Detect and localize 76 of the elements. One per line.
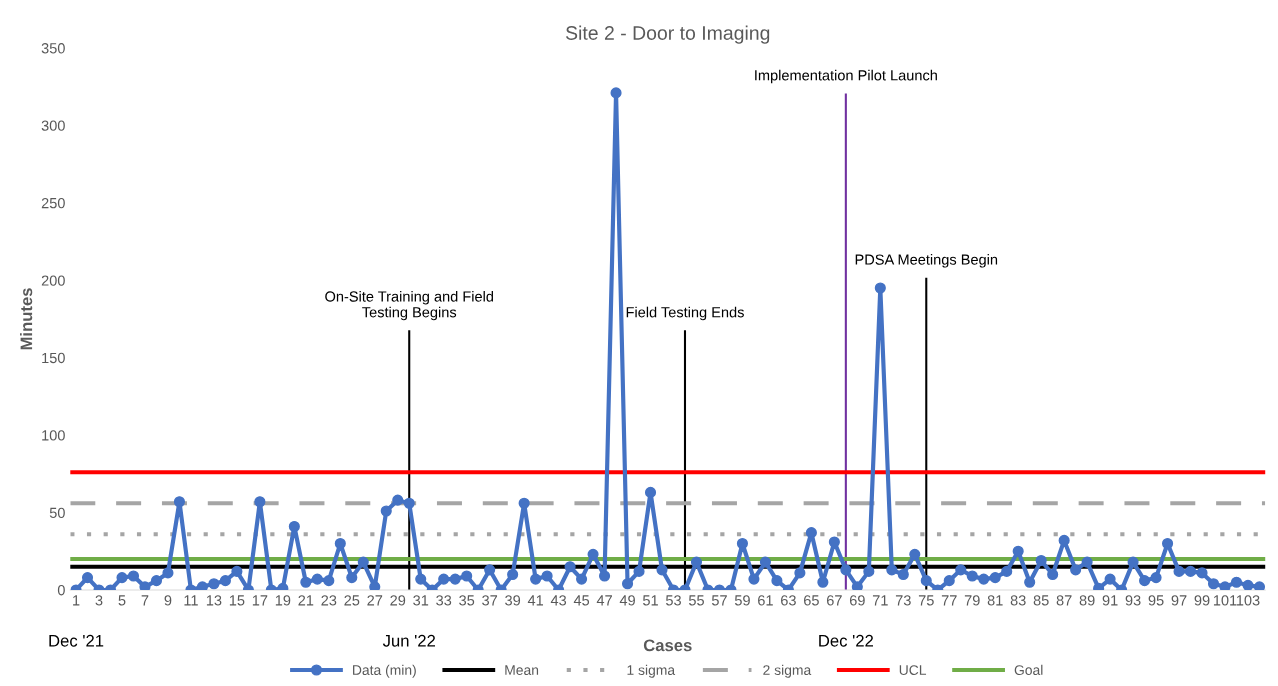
x-tick-label: 83 — [1010, 595, 1026, 606]
x-tick-label: 59 — [734, 595, 750, 606]
x-tick-label: 97 — [1171, 595, 1187, 606]
annotation: Field Testing Ends — [626, 306, 744, 321]
x-axis-title: Cases — [643, 639, 692, 652]
x-tick-label: 23 — [321, 595, 337, 606]
x-tick-label: 15 — [229, 595, 245, 606]
y-tick-label: 100 — [42, 430, 65, 441]
x-tick-label: 51 — [642, 595, 658, 606]
x-tick-label: 27 — [367, 595, 383, 606]
x-tick-label: 87 — [1056, 595, 1072, 606]
x-tick-label: 77 — [941, 595, 957, 606]
y-tick-label: 0 — [57, 585, 65, 596]
legend-label: Mean — [505, 665, 539, 675]
x-tick-label: 35 — [459, 595, 475, 606]
x-tick-label: 79 — [964, 595, 980, 606]
x-tick-label: 67 — [826, 595, 842, 606]
x-tick-label: 25 — [344, 595, 360, 606]
annotation: Implementation Pilot Launch — [755, 69, 937, 84]
x-tick-label: 1 — [73, 595, 80, 606]
x-tick-label: 31 — [413, 595, 429, 606]
x-tick-label: 71 — [872, 595, 888, 606]
annotation: On-Site Training and Field Testing Begins — [325, 290, 494, 321]
annotation: Dec '21 — [49, 634, 104, 647]
x-tick-label: 37 — [482, 595, 498, 606]
x-tick-label: 41 — [527, 595, 544, 606]
legend-label: UCL — [899, 665, 927, 675]
y-tick-label: 200 — [41, 275, 65, 286]
x-tick-label: 61 — [758, 595, 773, 606]
x-tick-label: 69 — [849, 595, 865, 606]
x-tick-label: 55 — [688, 595, 704, 606]
x-tick-label: 85 — [1033, 595, 1049, 606]
x-tick-label: 101 — [1213, 595, 1237, 606]
x-tick-label: 65 — [804, 595, 819, 606]
x-tick-label: 29 — [390, 595, 406, 606]
x-tick-label: 99 — [1194, 595, 1210, 606]
x-tick-label: 91 — [1102, 595, 1118, 606]
x-tick-label: 11 — [184, 595, 198, 606]
x-tick-label: 103 — [1236, 595, 1260, 606]
x-tick-label: 45 — [573, 595, 590, 606]
x-tick-label: 63 — [781, 595, 796, 606]
y-tick-label: 350 — [41, 43, 65, 54]
x-tick-label: 9 — [164, 595, 172, 606]
x-tick-label: 17 — [252, 595, 268, 606]
x-tick-label: 49 — [619, 595, 635, 606]
legend-label: 1 sigma — [627, 664, 676, 678]
x-tick-label: 43 — [550, 595, 567, 606]
x-tick-label: 3 — [95, 595, 103, 606]
x-tick-label: 39 — [505, 595, 521, 606]
x-tick-label: 33 — [436, 595, 452, 606]
x-tick-label: 7 — [141, 595, 149, 606]
x-tick-label: 19 — [275, 595, 291, 606]
x-tick-label: 73 — [895, 595, 911, 606]
x-tick-label: 81 — [987, 595, 1003, 606]
y-tick-label: 50 — [49, 507, 65, 518]
x-tick-label: 21 — [298, 595, 314, 606]
annotation: Dec '22 — [819, 634, 873, 647]
x-tick-label: 89 — [1079, 595, 1095, 606]
x-tick-label: 53 — [665, 595, 681, 606]
x-tick-label: 47 — [596, 595, 612, 606]
annotation: PDSA Meetings Begin — [855, 254, 998, 268]
chart-title: Site 2 - Door to Imaging — [565, 25, 770, 44]
annotation: Jun '22 — [382, 634, 436, 647]
x-tick-label: 93 — [1125, 595, 1141, 606]
y-tick-label: 300 — [41, 120, 65, 131]
x-tick-label: 75 — [918, 595, 934, 606]
x-tick-label: 5 — [118, 595, 126, 606]
legend-label: Goal — [1014, 664, 1043, 675]
y-tick-label: 150 — [42, 352, 65, 364]
x-tick-label: 13 — [206, 595, 222, 606]
legend-label: Data (min) — [353, 664, 416, 678]
x-tick-label: 95 — [1148, 595, 1164, 606]
y-axis-title: Minutes — [20, 288, 33, 350]
y-tick-label: 250 — [41, 197, 65, 209]
legend-label: 2 sigma — [763, 664, 812, 678]
x-tick-label: 57 — [711, 595, 727, 606]
